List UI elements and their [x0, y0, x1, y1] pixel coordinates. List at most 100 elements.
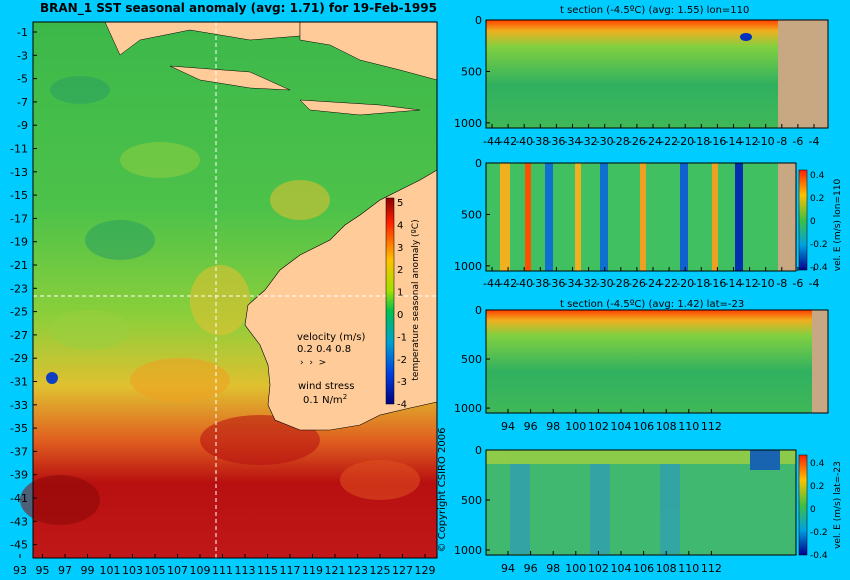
section-x-tick-label: -18 — [692, 135, 710, 148]
map-y-tick-label: -21 — [10, 259, 28, 272]
map-x-tick-label: 97 — [58, 564, 72, 577]
section-y-tick-label: 1000 — [454, 402, 482, 415]
section-x-tick-label: -40 — [515, 135, 533, 148]
section-colorbar-tick-label: -0.2 — [810, 240, 828, 250]
panel2-colorbar-label: vel. E (m/s) lon=110 — [833, 179, 843, 272]
map-colorbar-tick-label: 5 — [397, 198, 403, 209]
section-x-tick-label: -6 — [792, 277, 803, 290]
section-x-tick-label: -38 — [531, 277, 549, 290]
map-x-tick-label: 107 — [167, 564, 188, 577]
map-y-tick-label: -37 — [10, 445, 28, 458]
section-x-tick-label: 98 — [546, 562, 560, 575]
section-x-tick-label: -12 — [741, 277, 759, 290]
section-x-tick-label: 110 — [678, 562, 699, 575]
section-x-tick-label: -26 — [628, 135, 646, 148]
map-y-tick-label: -23 — [10, 282, 28, 295]
section-x-tick-label: -14 — [725, 277, 743, 290]
panel1-title: t section (-4.5ºC) (avg: 1.55) lon=110 — [560, 5, 750, 16]
panel2-y-axis: 0 500 1000 — [454, 157, 490, 273]
panel1-cold-spot — [740, 33, 752, 41]
section-colorbar-tick-label: 0 — [810, 505, 816, 515]
panel2-frame — [485, 162, 797, 272]
wind-legend-title: wind stress — [298, 381, 354, 392]
section-x-tick-label: -38 — [531, 135, 549, 148]
map-y-tick-label: -9 — [17, 119, 28, 132]
map-y-tick-label: -29 — [10, 352, 28, 365]
section-colorbar-tick-label: -0.2 — [810, 528, 828, 538]
section-x-tick-label: -22 — [660, 135, 678, 148]
section-x-tick-label: 94 — [501, 420, 515, 433]
section-x-tick-label: 106 — [633, 420, 654, 433]
map-y-tick-label: -39 — [10, 469, 28, 482]
map-colorbar-tick-label: 2 — [397, 265, 403, 276]
cold-eddy — [46, 372, 58, 384]
section-x-tick-label: 102 — [588, 562, 609, 575]
velocity-legend-title: velocity (m/s) — [297, 332, 365, 343]
section-x-tick-label: -40 — [515, 277, 533, 290]
map-y-tick-label: -31 — [10, 376, 28, 389]
section-x-tick-label: -16 — [708, 277, 726, 290]
panel3-x-axis: 94 96 98 100 102 104 106 108 110 112 — [501, 409, 722, 433]
section-x-tick-label: -28 — [612, 135, 630, 148]
panel4-bands — [486, 450, 796, 554]
map-y-tick-label: -27 — [10, 329, 28, 342]
panel4-colorbar-ticks: 0.4 0.2 0 -0.2 -0.4 — [810, 459, 828, 561]
panel4-x-axis: 94 96 98 100 102 104 106 108 110 112 — [501, 551, 722, 575]
map-y-tick-label: -7 — [17, 96, 28, 109]
section-x-tick-label: -44 — [483, 277, 501, 290]
map-x-tick-label: 115 — [257, 564, 278, 577]
section-y-tick-label: 0 — [475, 304, 482, 317]
map-x-tick-label: 113 — [235, 564, 256, 577]
section-colorbar-tick-label: 0.2 — [810, 194, 824, 204]
map-x-tick-label: 103 — [122, 564, 143, 577]
panel4-colorbar-label: vel. E (m/s) lat=-23 — [833, 461, 843, 549]
section-x-tick-label: 102 — [588, 420, 609, 433]
section-x-tick-label: -10 — [757, 277, 775, 290]
section-y-tick-label: 1000 — [454, 117, 482, 130]
section-x-tick-label: 96 — [524, 420, 538, 433]
land-java — [169, 65, 291, 91]
map-frame — [32, 21, 438, 559]
anomaly-eddies — [20, 76, 420, 525]
main-y-axis: -1 -3 -5 -7 -9 -11 -13 -15 -17 -19 -21 -23 -25 -27 -29… — [10, 26, 37, 552]
section-x-tick-label: 112 — [701, 562, 722, 575]
map-y-tick-label: -15 — [10, 189, 28, 202]
section-y-tick-label: 0 — [475, 14, 482, 27]
map-colorbar — [385, 197, 395, 405]
map-colorbar-tick-label: 4 — [397, 220, 403, 231]
panel1-field — [486, 20, 778, 128]
section-x-tick-label: -34 — [564, 277, 582, 290]
section-x-tick-label: -42 — [499, 135, 517, 148]
section-x-tick-label: 110 — [678, 420, 699, 433]
panel2-colorbar-ticks: 0.4 0.2 0 -0.2 -0.4 — [810, 171, 828, 273]
panel2-field — [486, 163, 778, 271]
panel2-x-axis: -44-42-40-38-36-34-32-30-28-26-24-22-20-… — [483, 267, 819, 290]
map-y-tick-label: -3 — [17, 49, 28, 62]
section-x-tick-label: -36 — [547, 135, 565, 148]
map-colorbar-tick-label: 1 — [397, 288, 403, 299]
main-map: -1-3-5-7-9-11-13-15-17-19-21-23-25-27-29… — [10, 21, 448, 577]
map-colorbar-tick-label: -1 — [397, 332, 407, 343]
map-x-tick-label: 93 — [13, 564, 27, 577]
panel1-land — [778, 20, 828, 128]
section-x-tick-label: 98 — [546, 420, 560, 433]
map-colorbar-tick-label: 3 — [397, 243, 403, 254]
section-x-tick-label: -8 — [776, 135, 787, 148]
map-y-tick-label: -5 — [17, 73, 28, 86]
map-x-tick-label: 117 — [280, 564, 301, 577]
map-x-tick-label: 105 — [145, 564, 166, 577]
map-y-tick-label: -35 — [10, 422, 28, 435]
section-x-tick-label: -44 — [483, 135, 501, 148]
section-x-tick-label: -22 — [660, 277, 678, 290]
map-y-tick-label: -43 — [10, 515, 28, 528]
panel1-y-axis: 0 500 1000 — [454, 14, 490, 130]
copyright-text: © Copyright CSIRO 2006 — [437, 428, 448, 553]
map-y-tick-label: -41 — [10, 492, 28, 505]
section-y-tick-label: 500 — [461, 65, 482, 78]
map-colorbar-ticks: 5 4 3 2 1 0 -1 -2 -3 -4 — [397, 198, 407, 411]
map-colorbar-tick-label: -3 — [397, 377, 407, 388]
panel3-frame — [485, 309, 829, 414]
section-x-tick-label: -30 — [596, 277, 614, 290]
section-y-tick-label: 500 — [461, 208, 482, 221]
panel1-x-axis: -44-42-40-38-36-34-32-30-28-26-24-22-20-… — [483, 124, 819, 148]
